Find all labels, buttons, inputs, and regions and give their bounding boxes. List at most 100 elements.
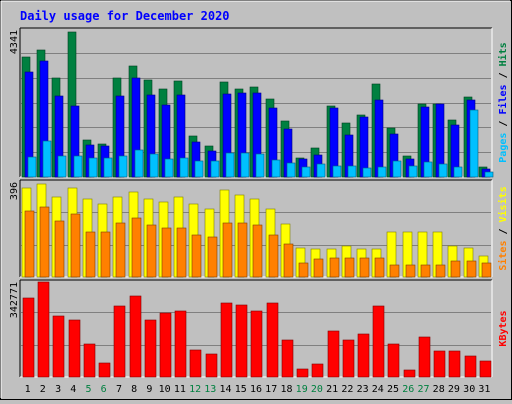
bar-pages-day-5 [88, 157, 98, 178]
x-label-day-7: 7 [116, 384, 122, 395]
x-label-day-16: 16 [250, 384, 262, 395]
bar-kbytes-day-12 [189, 349, 202, 378]
bar-sites-day-19 [298, 262, 309, 278]
right-legend: Pages / Files / Hits [497, 42, 509, 162]
bar-pages-day-3 [57, 155, 67, 178]
y-axis-max-label: 4341 [9, 30, 20, 54]
x-label-day-11: 11 [174, 384, 186, 395]
bar-pages-day-6 [103, 157, 113, 178]
x-label-day-12: 12 [189, 384, 201, 395]
x-label-day-24: 24 [372, 384, 384, 395]
bar-sites-day-14 [222, 222, 233, 278]
bar-sites-day-24 [374, 257, 385, 278]
y-axis-max-label: 396 [9, 182, 20, 200]
bar-pages-day-29 [453, 166, 463, 178]
bar-kbytes-day-6 [98, 362, 111, 378]
legend-files: Files [497, 84, 509, 114]
x-label-day-4: 4 [70, 384, 76, 395]
bar-sites-day-30 [466, 260, 477, 278]
panel-kbytes: 342771 KBytes [9, 279, 509, 378]
bar-pages-day-30 [469, 109, 479, 178]
bar-pages-day-8 [134, 149, 144, 178]
bar-kbytes-day-14 [220, 302, 233, 378]
y-axis-max-label: 342771 [9, 282, 20, 318]
bar-kbytes-day-3 [52, 315, 65, 378]
legend-separator: / [498, 66, 509, 84]
bar-files-day-24 [374, 99, 384, 178]
bar-kbytes-day-5 [83, 343, 96, 378]
x-label-day-28: 28 [433, 384, 445, 395]
panel-hits-files-pages: 4341 Pages / Files / Hits [9, 27, 509, 178]
x-label-day-27: 27 [417, 384, 429, 395]
bar-kbytes-day-9 [144, 319, 157, 378]
x-label-day-22: 22 [341, 384, 353, 395]
bar-kbytes-day-20 [311, 363, 324, 378]
bar-pages-day-4 [73, 155, 83, 178]
bar-kbytes-day-8 [129, 295, 142, 378]
x-label-day-21: 21 [326, 384, 338, 395]
x-label-day-5: 5 [85, 384, 91, 395]
bar-sites-day-26 [405, 264, 416, 278]
bar-kbytes-day-30 [464, 355, 477, 378]
bar-kbytes-day-16 [250, 310, 263, 378]
bar-kbytes-day-17 [266, 302, 279, 378]
x-label-day-19: 19 [296, 384, 308, 395]
bar-sites-day-9 [146, 224, 157, 278]
bar-pages-day-22 [347, 165, 357, 178]
bar-pages-day-2 [42, 140, 52, 178]
bar-kbytes-day-21 [327, 330, 340, 378]
panel-visits-sites: 396 Sites / Visits [9, 179, 509, 278]
bar-sites-day-7 [115, 222, 126, 278]
x-label-day-25: 25 [387, 384, 399, 395]
x-label-day-6: 6 [101, 384, 107, 395]
bar-sites-day-13 [207, 236, 218, 278]
bar-pages-day-9 [149, 153, 159, 178]
bar-kbytes-day-10 [159, 312, 172, 378]
bar-pages-day-16 [255, 153, 265, 178]
right-legend: KBytes [498, 310, 509, 346]
x-label-day-1: 1 [25, 384, 31, 395]
bar-sites-day-20 [313, 258, 324, 278]
bar-pages-day-23 [362, 167, 372, 178]
x-label-day-26: 26 [402, 384, 414, 395]
legend-pages: Pages [498, 133, 509, 163]
legend-separator: / [498, 222, 509, 240]
bar-pages-day-19 [301, 166, 311, 178]
bar-pages-day-13 [210, 160, 220, 178]
bar-kbytes-day-27 [418, 336, 431, 378]
bar-kbytes-day-19 [296, 368, 309, 378]
bar-sites-day-1 [24, 210, 35, 278]
bar-kbytes-day-18 [281, 339, 294, 378]
bar-pages-day-21 [332, 165, 342, 178]
bar-sites-day-21 [329, 257, 340, 278]
x-label-day-30: 30 [463, 384, 475, 395]
bar-pages-day-1 [27, 156, 37, 178]
bar-pages-day-10 [164, 158, 174, 178]
legend-visits: Visits [497, 186, 509, 222]
bar-pages-day-17 [271, 159, 281, 178]
bar-sites-day-18 [283, 243, 294, 278]
bar-pages-day-26 [408, 165, 418, 178]
bar-kbytes-day-13 [205, 353, 218, 378]
bar-sites-day-29 [450, 260, 461, 278]
bar-kbytes-day-31 [479, 360, 492, 378]
legend-sites: Sites [497, 241, 509, 271]
bar-pages-day-27 [423, 161, 433, 178]
bar-pages-day-18 [286, 162, 296, 178]
bar-sites-day-2 [39, 206, 50, 278]
x-label-day-13: 13 [204, 384, 216, 395]
bar-kbytes-day-15 [235, 304, 248, 378]
bar-pages-day-12 [194, 160, 204, 178]
bar-sites-day-16 [252, 224, 263, 278]
bar-kbytes-day-1 [22, 297, 35, 378]
bar-sites-day-4 [70, 213, 81, 278]
bar-pages-day-7 [118, 155, 128, 178]
legend-kbytes: KBytes [498, 310, 509, 346]
bar-kbytes-day-2 [37, 281, 50, 378]
bar-kbytes-day-7 [113, 305, 126, 378]
x-label-day-20: 20 [311, 384, 323, 395]
bar-kbytes-day-29 [448, 350, 461, 378]
bar-kbytes-day-26 [403, 369, 416, 378]
